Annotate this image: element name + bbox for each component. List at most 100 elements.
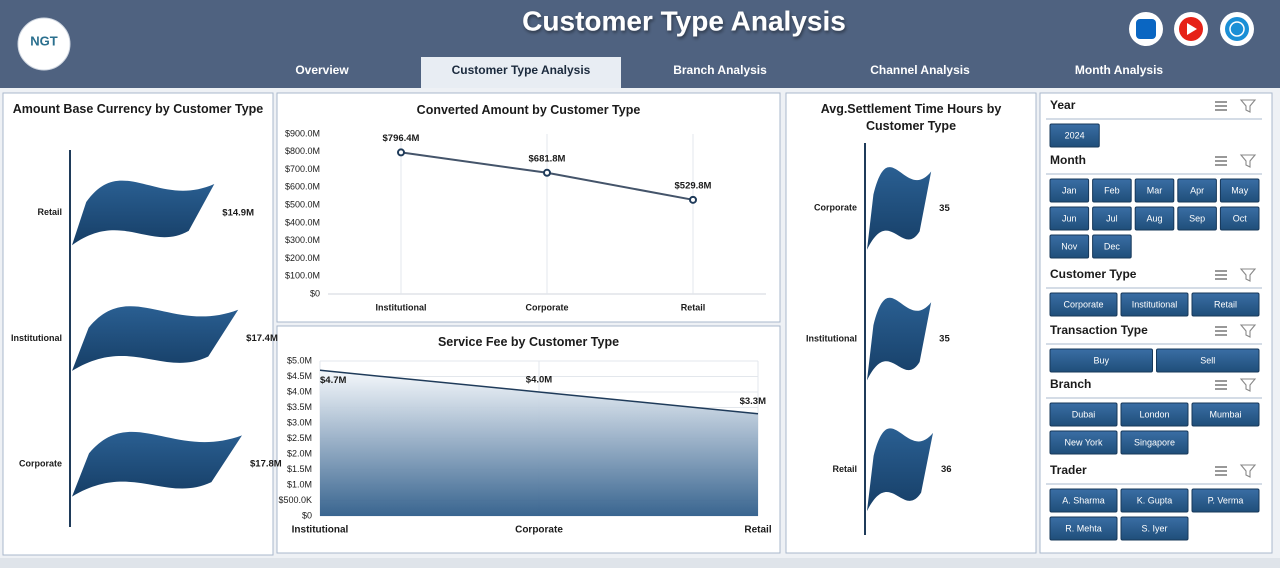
slicer-button-label[interactable]: Mumbai [1209,409,1241,419]
logo-text: NGT [30,33,58,48]
slicer-button-label[interactable]: Buy [1093,355,1109,365]
slicer-button-label[interactable]: K. Gupta [1137,495,1173,505]
slicer-button[interactable] [1177,178,1217,203]
x-tick-label: Retail [744,525,771,536]
multi-select-icon[interactable] [1215,270,1227,280]
clear-filter-icon[interactable] [1239,268,1257,282]
multi-select-icon[interactable] [1215,326,1227,336]
chart-title-box: Converted Amount by Customer Type [416,103,641,117]
clear-filter-icon[interactable] [1239,99,1257,113]
slicer-button-label[interactable]: Corporate [1063,299,1103,309]
slicer-button-label[interactable]: Sep [1189,213,1205,223]
y-tick-label: $400.0M [285,217,320,227]
multi-select-icon[interactable] [1215,380,1227,390]
category-label: Institutional [11,333,62,343]
data-label: 36 [941,464,952,475]
slicer-button-label[interactable]: Singapore [1134,437,1175,447]
clear-filter-icon[interactable] [1239,378,1257,392]
slicer-button[interactable] [1219,206,1260,231]
slicer-button-label[interactable]: Aug [1146,213,1162,223]
slicer-button[interactable] [1120,430,1189,455]
slicer-button-label[interactable]: Oct [1233,213,1248,223]
slicer-button-label[interactable]: Jun [1062,213,1077,223]
slicer-title: Trader [1050,463,1087,477]
tab[interactable]: Channel Analysis [870,63,970,77]
y-tick-label: $500.0M [285,199,320,209]
chart-title: Amount Base Currency by Customer Type [12,102,264,116]
slicer-button[interactable] [1092,206,1132,231]
y-tick-label: $700.0M [285,164,320,174]
slicer-button[interactable] [1120,402,1189,427]
slicer-button[interactable] [1134,206,1175,231]
slicer-button-label[interactable]: P. Verma [1208,495,1244,505]
slicer-button[interactable] [1049,516,1118,541]
slicer-button[interactable] [1049,488,1118,513]
y-tick-label: $2.0M [287,448,312,458]
chart-title-box: Amount Base Currency by Customer Type [12,102,264,116]
slicer-button[interactable] [1120,488,1189,513]
slicer-button[interactable] [1134,178,1175,203]
slicer-button-label[interactable]: Dubai [1072,409,1096,419]
slicer-button-label[interactable]: Nov [1061,241,1078,251]
slicer-panel [1039,92,1273,554]
tab[interactable]: Branch Analysis [673,63,767,77]
slicer-button-label[interactable]: Mar [1147,185,1163,195]
slicer-button[interactable] [1049,206,1090,231]
slicer-button[interactable] [1191,402,1260,427]
slicer-button-label[interactable]: Sell [1200,355,1215,365]
slicer-button[interactable] [1092,178,1132,203]
slicer-button[interactable] [1049,234,1090,259]
slicer-button[interactable] [1049,123,1100,148]
slicer-button-label[interactable]: London [1139,409,1169,419]
slicer-button[interactable] [1156,348,1260,373]
slicer-button[interactable] [1219,178,1260,203]
multi-select-icon[interactable] [1215,156,1227,166]
slicer-button-label[interactable]: Institutional [1132,299,1178,309]
slicer-button[interactable] [1049,430,1118,455]
slicer-button[interactable] [1092,234,1132,259]
y-tick-label: $0 [302,510,312,520]
slicer-button-label[interactable]: Jan [1062,185,1077,195]
slicer-button[interactable] [1177,206,1217,231]
slicer-button-label[interactable]: Dec [1104,241,1121,251]
slicer-button[interactable] [1120,292,1189,317]
flag-bar [867,297,932,381]
slicer-button-label[interactable]: A. Sharma [1062,495,1105,505]
slicer-button[interactable] [1191,488,1260,513]
tab-active-bg[interactable] [421,57,621,88]
social-youtube[interactable] [1174,12,1208,46]
slicer-button-label[interactable]: Feb [1104,185,1120,195]
tab[interactable]: Month Analysis [1075,63,1164,77]
logo [17,17,71,71]
slicer-button-label[interactable]: Apr [1190,185,1204,195]
multi-select-icon[interactable] [1215,466,1227,476]
slicer-button[interactable] [1049,402,1118,427]
y-tick-label: $5.0M [287,355,312,365]
slicer-button-label[interactable]: May [1231,185,1249,195]
slicer-button-label[interactable]: 2024 [1065,130,1085,140]
slicer-button-label[interactable]: Retail [1214,299,1237,309]
slicer-button[interactable] [1049,348,1153,373]
clear-filter-icon[interactable] [1239,464,1257,478]
slicer-button[interactable] [1049,292,1118,317]
y-tick-label: $0 [310,288,320,298]
slicer-button[interactable] [1120,516,1189,541]
slicer-button[interactable] [1049,178,1090,203]
slicer-button-label[interactable]: S. Iyer [1141,523,1167,533]
slicer-button-label[interactable]: Jul [1106,213,1118,223]
clear-filter-icon[interactable] [1239,154,1257,168]
slicer-button-label[interactable]: R. Mehta [1065,523,1102,533]
social-website[interactable] [1220,12,1254,46]
clear-filter-icon[interactable] [1239,324,1257,338]
slicer-button[interactable] [1191,292,1260,317]
category-label: Retail [37,207,62,217]
social-linkedin[interactable] [1129,12,1163,46]
tab[interactable]: Overview [295,63,349,77]
slicer-button-label[interactable]: New York [1064,437,1103,447]
chart-title: Converted Amount by Customer Type [416,103,641,117]
slicer-title: Branch [1050,377,1091,391]
tab[interactable]: Customer Type Analysis [452,63,591,77]
multi-select-icon[interactable] [1215,101,1227,111]
